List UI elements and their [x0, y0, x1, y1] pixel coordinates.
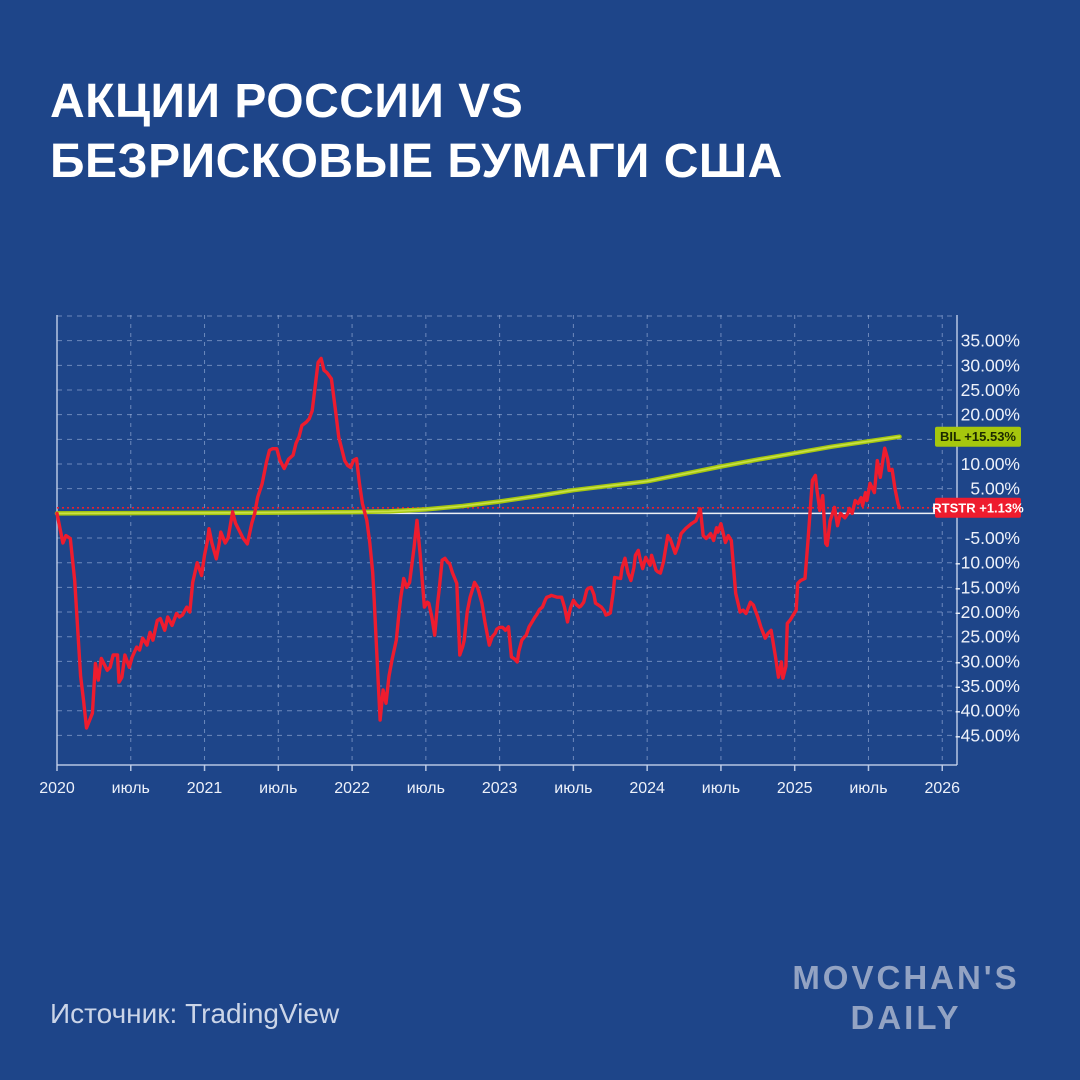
- x-axis-label: июль: [849, 780, 887, 797]
- x-axis-label: июль: [259, 780, 297, 797]
- y-axis-label: 35.00%: [961, 331, 1020, 351]
- rtstr-badge-label: RTSTR +1.13%: [932, 500, 1024, 515]
- title-line-1: АКЦИИ РОССИИ VS: [50, 75, 524, 128]
- y-axis-label: 5.00%: [970, 479, 1020, 499]
- y-axis-label: 30.00%: [961, 355, 1020, 375]
- rtstr-series-line: [55, 356, 902, 730]
- y-axis-label: -5.00%: [965, 528, 1020, 548]
- brand-line-1: MOVCHAN'S: [792, 959, 1020, 996]
- y-axis-label: -45.00%: [955, 725, 1020, 745]
- x-axis-label: 2022: [334, 780, 370, 797]
- bil-series-line: [54, 434, 902, 516]
- y-axis-label: 25.00%: [961, 627, 1020, 647]
- y-axis-label: -30.00%: [955, 651, 1020, 671]
- x-axis-label: 2023: [482, 780, 518, 797]
- x-axis-label: 2025: [777, 780, 813, 797]
- brand-line-2: DAILY: [850, 999, 962, 1036]
- x-axis-label: июль: [112, 780, 150, 797]
- page-title: АКЦИИ РОССИИ VS БЕЗРИСКОВЫЕ БУМАГИ США: [50, 72, 783, 192]
- x-axis-label: июль: [554, 780, 592, 797]
- source-caption: Источник: TradingView: [50, 998, 340, 1029]
- title-line-2: БЕЗРИСКОВЫЕ БУМАГИ США: [50, 135, 783, 188]
- y-axis-label: -15.00%: [955, 577, 1020, 597]
- rtstr-badge: [935, 497, 1021, 518]
- y-axis-label: 10.00%: [961, 454, 1020, 474]
- x-axis-label: 2020: [39, 780, 75, 797]
- y-axis-label: -35.00%: [955, 676, 1020, 696]
- x-axis-label: июль: [702, 780, 740, 797]
- x-axis-label: 2024: [629, 780, 665, 797]
- y-axis-label: -40.00%: [955, 701, 1020, 721]
- bil-badge-label: BIL +15.53%: [940, 429, 1016, 444]
- y-axis-label: 20.00%: [961, 405, 1020, 425]
- y-axis-label: -20.00%: [955, 602, 1020, 622]
- brand-logo: MOVCHAN'S DAILY: [776, 958, 1036, 1038]
- bil-series-highlight: [56, 435, 901, 515]
- y-axis-label: 25.00%: [961, 380, 1020, 400]
- x-axis-label: июль: [407, 780, 445, 797]
- y-axis-label: -10.00%: [955, 553, 1020, 573]
- bil-badge: [935, 426, 1021, 447]
- x-axis-label: 2021: [187, 780, 223, 797]
- x-axis-label: 2026: [924, 780, 960, 797]
